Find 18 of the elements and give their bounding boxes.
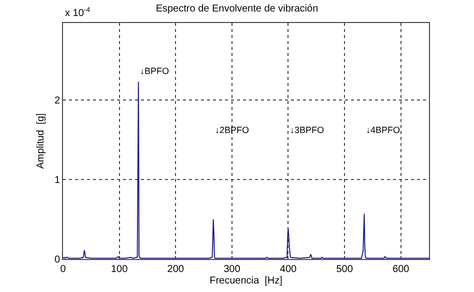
line-series — [63, 81, 429, 259]
x-tick-label: 200 — [167, 264, 184, 275]
annotation: ↓4BPFO — [366, 125, 400, 135]
annotation: ↓2BPFO — [215, 125, 250, 135]
x-axis-title: Frecuencia [Hz] — [210, 276, 283, 286]
annotation: ↓3BPFO — [290, 125, 324, 135]
annotation: ↓BPFO — [140, 66, 170, 76]
x-tick-label: 300 — [224, 264, 241, 275]
y-tick-label: 2 — [54, 96, 60, 107]
text: x 10$^{-4}$ — [65, 7, 90, 20]
chart-title: Espectro de Envolvente de vibración — [156, 3, 318, 14]
x-tick-label: 400 — [280, 264, 298, 275]
y-axis-title: Amplitud [g] — [35, 112, 46, 169]
x-tick-label: 100 — [110, 264, 128, 275]
y-tick-label: 1 — [54, 175, 60, 186]
x-tick-label: 500 — [336, 264, 354, 275]
y-tick-label: 0 — [54, 254, 60, 266]
x-tick-label: 600 — [392, 264, 410, 275]
